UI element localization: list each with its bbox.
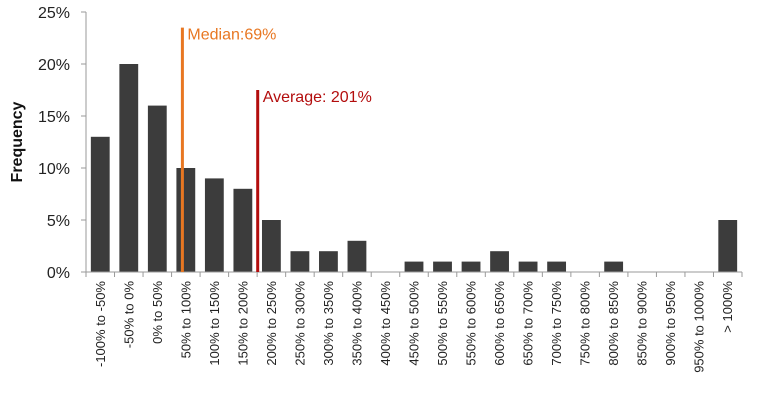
y-axis-label: Frequency [9, 101, 26, 182]
x-tick-label: -50% to 0% [121, 281, 136, 349]
bar [90, 136, 110, 272]
x-tick-label: 0% to 50% [150, 281, 165, 344]
bar [261, 220, 281, 272]
bar [347, 240, 367, 272]
y-tick-label: 0% [47, 265, 70, 282]
x-tick-label: 300% to 350% [321, 281, 336, 366]
x-tick-label: 650% to 700% [521, 281, 536, 366]
bar [176, 168, 196, 272]
bar [147, 105, 167, 272]
bar [233, 188, 253, 272]
y-tick-label: 20% [38, 57, 70, 74]
x-tick-label: 100% to 150% [207, 281, 222, 366]
bar [433, 261, 452, 272]
x-tick-label: 600% to 650% [492, 281, 507, 366]
bar [461, 261, 481, 272]
bar [547, 261, 567, 272]
bar [119, 64, 139, 272]
x-tick-label: 700% to 750% [549, 281, 564, 366]
x-tick-label: 250% to 300% [292, 281, 307, 366]
bar [404, 261, 424, 272]
x-tick-label: 50% to 100% [178, 281, 193, 359]
bar [604, 261, 624, 272]
x-tick-label: 150% to 200% [235, 281, 250, 366]
average-label: Average: 201% [263, 89, 372, 106]
x-tick-label: 400% to 450% [378, 281, 393, 366]
y-tick-label: 5% [47, 213, 70, 230]
x-tick-label: 750% to 800% [578, 281, 593, 366]
y-tick-label: 15% [38, 109, 70, 126]
x-tick-label: 350% to 400% [349, 281, 364, 366]
x-tick-label: 500% to 550% [435, 281, 450, 366]
y-ticks: 0% 5% 10% 15% 20% 25% [38, 5, 86, 282]
x-tick-label: 950% to 1000% [692, 281, 707, 373]
x-tick-label: 900% to 950% [663, 281, 678, 366]
bars-layer [90, 64, 738, 272]
annotations: Median:69% Average: 201% [180, 27, 372, 272]
bar [290, 251, 310, 272]
bar [490, 251, 509, 272]
bar [204, 178, 224, 272]
x-tick-label: 450% to 500% [407, 281, 422, 366]
y-tick-label: 25% [38, 5, 70, 22]
x-tick-label: 200% to 250% [264, 281, 279, 366]
y-tick-label: 10% [38, 161, 70, 178]
x-tick-label: -100% to -50% [93, 281, 108, 367]
x-tick-label: 550% to 600% [464, 281, 479, 366]
median-label: Median:69% [187, 27, 276, 44]
x-tick-label: 850% to 900% [635, 281, 650, 366]
bar [319, 251, 338, 272]
bar [718, 220, 738, 272]
x-tick-label: 800% to 850% [606, 281, 621, 366]
x-ticks: -100% to -50% -50% to 0% 0% to 50% 50% to 1… [85, 272, 743, 373]
x-tick-label: > 1000% [720, 281, 735, 333]
bar [518, 261, 538, 272]
axes-layer [85, 12, 742, 273]
